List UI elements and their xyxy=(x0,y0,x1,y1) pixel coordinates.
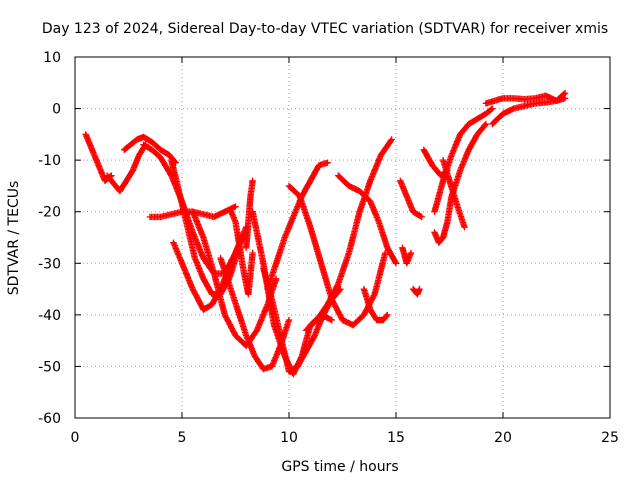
series-arc-10 xyxy=(228,208,256,298)
plot-frame xyxy=(74,56,611,419)
axis-ticks: 0 5 10 15 20 25 -60 -50 -40 -30 -20 -10 0 10 xyxy=(38,50,619,446)
y-axis-label: SDTVAR / TECUs xyxy=(6,181,22,296)
series-arc-17 xyxy=(335,172,400,267)
x-axis-label: GPS time / hours xyxy=(281,459,398,475)
series-arc-22 xyxy=(431,120,490,246)
y-tick-label: -10 xyxy=(38,153,61,169)
point-markers xyxy=(228,208,256,298)
series-arc-2 xyxy=(103,141,149,195)
series-arc-18 xyxy=(360,285,391,324)
point-markers xyxy=(103,141,149,195)
series-arc-19 xyxy=(397,177,425,221)
y-tick-label: 10 xyxy=(43,50,61,66)
point-markers xyxy=(243,177,256,251)
y-tick-label: -50 xyxy=(38,359,61,375)
y-tick-label: -40 xyxy=(38,308,61,324)
point-markers xyxy=(409,285,423,298)
y-tick-label: -30 xyxy=(38,256,61,272)
point-markers xyxy=(399,244,415,267)
chart-title: Day 123 of 2024, Sidereal Day-to-day VTE… xyxy=(42,21,608,37)
x-tick-label: 25 xyxy=(601,430,619,446)
series-arc-20 xyxy=(399,244,415,267)
x-tick-label: 5 xyxy=(178,430,187,446)
series-arc-27 xyxy=(489,89,569,128)
point-markers xyxy=(397,177,425,221)
point-markers xyxy=(168,156,241,298)
grid-lines xyxy=(75,57,610,418)
series-arc-12 xyxy=(249,208,335,378)
point-markers xyxy=(302,136,395,334)
y-tick-label: -20 xyxy=(38,205,61,221)
y-tick-label: 0 xyxy=(52,102,61,118)
x-tick-label: 20 xyxy=(494,430,512,446)
y-tick-label: -60 xyxy=(38,411,61,427)
point-markers xyxy=(431,120,490,246)
point-markers xyxy=(249,208,335,378)
point-markers xyxy=(360,285,391,324)
x-tick-label: 15 xyxy=(387,430,405,446)
series-arc-11 xyxy=(243,177,256,251)
data-points xyxy=(82,89,569,378)
x-tick-label: 0 xyxy=(71,430,80,446)
x-tick-label: 10 xyxy=(280,430,298,446)
series-arc-16 xyxy=(302,136,395,334)
series-arc-25 xyxy=(439,156,468,231)
point-markers xyxy=(439,156,468,231)
point-markers xyxy=(489,89,569,128)
series-arc-6 xyxy=(168,156,241,298)
point-markers xyxy=(335,172,400,267)
series-arc-21 xyxy=(409,285,423,298)
